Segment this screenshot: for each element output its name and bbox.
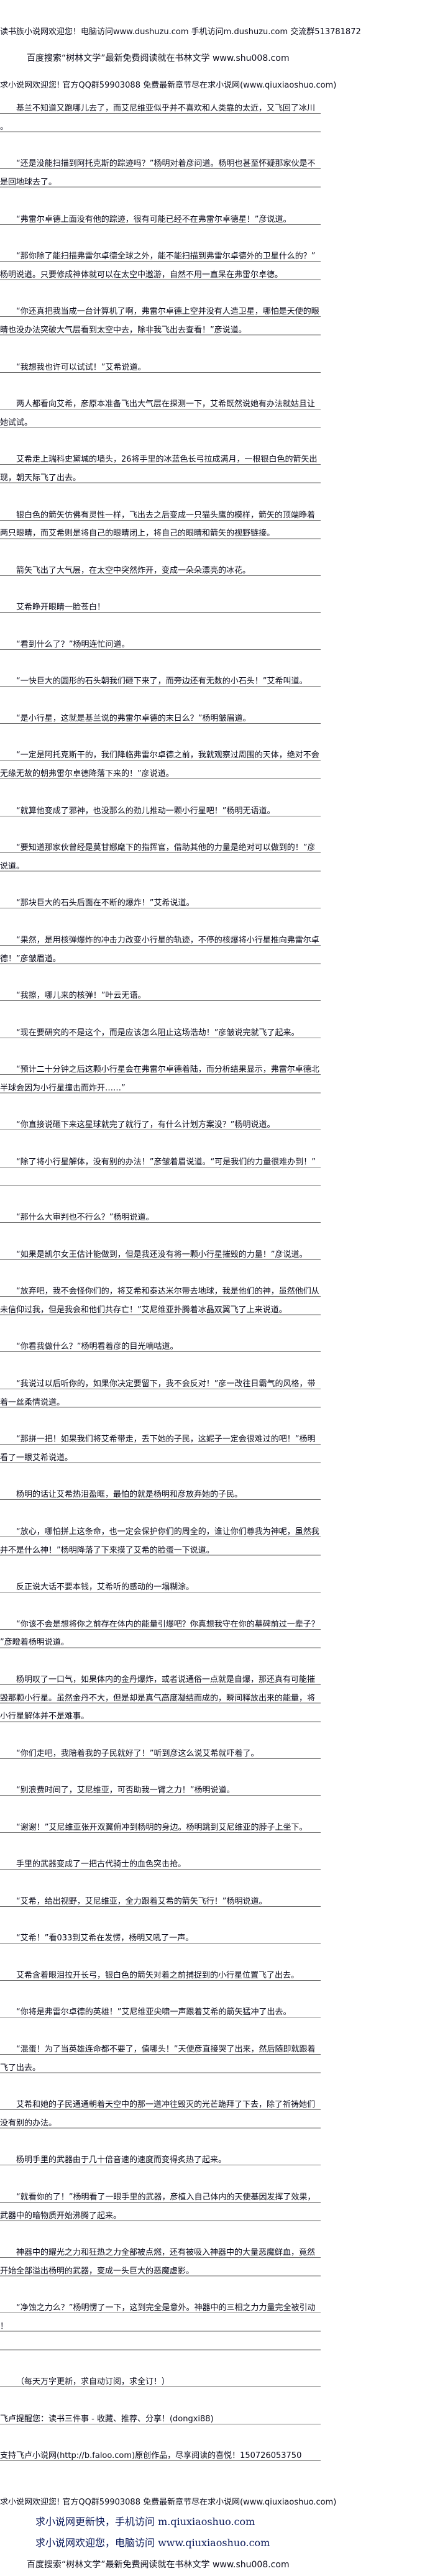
chapter-paragraph: 支持飞卢小说网(http://b.faloo.com)原创作品，尽享阅读的喜悦！…: [0, 2447, 321, 2465]
mobile-access-banner: 求小说网更新快，手机访问 m.qiuxiaoshuo.com: [35, 2516, 255, 2528]
chapter-paragraph: “如果是凯尔女王估计能做到，但是我还没有将一颗小行星摧毁的力量！”彦说道。: [0, 1245, 321, 1264]
chapter-paragraph: 艾希含着眼泪拉开长弓，银白色的箭矢对着之前捕捉到的小行星位置飞了出去。: [0, 1966, 321, 1985]
chapter-paragraph: 基兰不知道又跑哪儿去了，而艾尼维亚似乎并不喜欢和人类靠的太近，又飞回了冰川。: [0, 99, 321, 137]
chapter-paragraph: 两人都看向艾希，彦原本准备飞出大气层在探测一下，艾希既然说她有办法就姑且让她试试…: [0, 395, 321, 432]
chapter-paragraph: “那什么大审判也不行么？”杨明说道。: [0, 1208, 321, 1227]
chapter-paragraph: “果然，是用核弹爆炸的冲击力改变小行星的轨迹，不停的核爆将小行星推向弗雷尔卓德！…: [0, 931, 321, 969]
chapter-paragraph: “你们走吧，我陪着我的子民就好了！”听到彦这么说艾希就吓着了。: [0, 1744, 321, 1763]
chapter-paragraph: “预计二十分钟之后这颗小行星会在弗雷尔卓德着陆，而分析结果显示，弗雷尔卓德北半球…: [0, 1061, 321, 1098]
chapter-paragraph: “我擦，哪儿来的核弹！”叶云无语。: [0, 987, 321, 1005]
chapter-paragraph: 箭矢飞出了大气层，在太空中突然炸开，变成一朵朵漂亮的冰花。: [0, 561, 321, 580]
chapter-paragraph: “我想我也许可以试试！”艾希说道。: [0, 358, 321, 377]
chapter-paragraph: 杨明的话让艾希热泪盈眶，最怕的就是杨明和彦放弃她的子民。: [0, 1486, 321, 1504]
chapter-paragraph: “放心，哪怕拼上这条命，也一定会保护你们的周全的，谁让你们尊我为神呢，虽然我并不…: [0, 1522, 321, 1560]
chapter-paragraph: “你直接说砸下来这星球就完了就行了，有什么计划方案没？”杨明说道。: [0, 1116, 321, 1135]
search-promo-banner-footer: 百度搜索“树林文学”最新免费阅读就在书林文学 www.shu008.com: [27, 2560, 290, 2570]
site-header: 读书族小说网欢迎您！电脑访问www.dushuzu.com 手机访问m.dush…: [0, 19, 435, 99]
chapter-paragraph: “你还真把我当成一台计算机了啊，弗雷尔卓德上空并没有人造卫星，哪怕是天使的眼睛也…: [0, 303, 321, 340]
qq-group-banner-footer: 求小说网欢迎您! 官方QQ群59903088 免费最新章节尽在求小说网(www.…: [0, 2498, 337, 2507]
chapter-paragraph: “一定是阿托克斯干的，我们降临弗雷尔卓德之前，我就观察过周围的天体，绝对不会无缘…: [0, 746, 321, 783]
chapter-paragraph: 神器中的耀光之力和狂热之力全部被点燃，还有被吸入神器中的大量恶魔鲜血，竟然开始全…: [0, 2244, 321, 2281]
chapter-paragraph: “你将是弗雷尔卓德的英雄！”艾尼维亚尖啸一声跟着艾希的箭矢猛冲了出去。: [0, 2003, 321, 2022]
chapter-paragraph: “还是没能扫描到阿托克斯的踪迹吗？”杨明对着彦问道。杨明也甚至怀疑那家伙是不是回…: [0, 155, 321, 192]
chapter-paragraph: “一快巨大的圆形的石头朝我们砸下来了，而旁边还有无数的小石头！”艾希叫道。: [0, 672, 321, 691]
chapter-paragraph: “就看你的了！”杨明看了一眼手里的武器，彦植入自己体内的天使基因发挥了效果，武器…: [0, 2188, 321, 2226]
site-footer: 求小说网欢迎您! 官方QQ群59903088 免费最新章节尽在求小说网(www.…: [0, 2494, 435, 2576]
search-promo-banner: 百度搜索“树林文学”最新免费阅读就在书林文学 www.shu008.com: [27, 53, 290, 63]
chapter-paragraph: “我说过以后听你的，如果你决定要留下，我不会反对！”彦一改往日霸气的风格，带着一…: [0, 1374, 321, 1412]
desktop-access-banner: 求小说网欢迎您，电脑访问 www.qiuxiaoshuo.com: [35, 2537, 270, 2549]
chapter-paragraph: “那块巨大的石头后面在不断的爆炸！”艾希说道。: [0, 894, 321, 913]
chapter-paragraph: “放弃吧，我不会怪你们的，将艾希和泰达米尔带去地球，我是他们的神，虽然他们从未信…: [0, 1282, 321, 1320]
chapter-paragraph: “除了将小行星解体，没有别的办法！”彦皱着眉说道。“可是我们的力量很难办到！”: [0, 1153, 321, 1190]
chapter-paragraph: （每天万字更新，求自动订阅，求全订！）: [0, 2373, 321, 2391]
chapter-paragraph: 艾希睁开眼睛一脸苍白！: [0, 598, 321, 617]
chapter-paragraph: “要知道那家伙曾经是莫甘娜麾下的指挥官，借助其他的力量是绝对可以做到的！”彦说道…: [0, 839, 321, 876]
chapter-paragraph: “艾希！”看033到艾希在发愣，杨明又吼了一声。: [0, 1929, 321, 1948]
chapter-paragraph: 反正说大话不要本钱，艾希听的感动的一塌糊涂。: [0, 1578, 321, 1597]
chapter-paragraph: “是小行星，这就是基兰说的弗雷尔卓德的末日么？”杨明皱眉道。: [0, 709, 321, 728]
chapter-paragraph: 艾希走上瑞科史黛城的墙头，26将手里的冰蓝色长弓拉成满月，一根银白色的箭矢出现，…: [0, 450, 321, 488]
site-welcome-banner: 读书族小说网欢迎您！电脑访问www.dushuzu.com 手机访问m.dush…: [0, 27, 361, 37]
chapter-paragraph: 飞卢提醒您：读书三件事 - 收藏、推荐、分享！(dongxi88): [0, 2409, 321, 2429]
chapter-paragraph: “那拼一把！如果我们将艾希带走，丢下她的子民，这妮子一定会很难过的吧！”杨明看了…: [0, 1430, 321, 1468]
chapter-paragraph: 艾希和她的子民通通朝着天空中的那一道冲往毁灭的光芒跪拜了下去，除了祈祷她们没有别…: [0, 2096, 321, 2133]
chapter-paragraph: “看到什么了？”杨明连忙问道。: [0, 635, 321, 654]
chapter-paragraph: “就算他变成了邪神，也没那么的劲儿推动一颗小行星吧！”杨明无语道。: [0, 802, 321, 821]
chapter-paragraph: 银白色的箭矢仿佛有灵性一样，飞出去之后变成一只猫头鹰的模样，箭矢的顶端睁着两只眼…: [0, 506, 321, 543]
chapter-paragraph: “你看我做什么？”杨明看着彦的目光嘀咕道。: [0, 1338, 321, 1356]
chapter-paragraph: “现在要研究的不是这个，而是应该怎么阻止这场浩劫！”彦皱说完就飞了起来。: [0, 1023, 321, 1043]
chapter-content: 基兰不知道又跑哪儿去了，而艾尼维亚似乎并不喜欢和人类靠的太近，又飞回了冰川。 “还…: [0, 99, 321, 2484]
chapter-paragraph: “那你除了能扫描弗雷尔卓德全球之外，能不能扫描到弗雷尔卓德外的卫星什么的？”杨明…: [0, 247, 321, 285]
chapter-paragraph: 手里的武器变成了一把古代骑士的血色突击抢。: [0, 1855, 321, 1874]
chapter-paragraph: “弗雷尔卓德上面没有他的踪迹，很有可能已经不在弗雷尔卓德星！”彦说道。: [0, 210, 321, 229]
chapter-paragraph: “混蛋！为了当英雄连命都不要了，值哪头！”天使彦直接哭了出来，然后随即就跟着飞了…: [0, 2040, 321, 2078]
chapter-paragraph: “你该不会是想将你之前存在体内的能量引爆吧？你真想我守在你的墓碑前过一辈子？”彦…: [0, 1615, 321, 1652]
chapter-paragraph: “谢谢！”艾尼维亚张开双翼俯冲到杨明的身边。杨明跳到艾尼维亚的脖子上坐下。: [0, 1818, 321, 1837]
chapter-paragraph: “别浪费时间了，艾尼维亚，可否助我一臂之力！”杨明说道。: [0, 1781, 321, 1800]
chapter-paragraph: 杨明手里的武器由于几十倍音速的速度而变得炙热了起来。: [0, 2151, 321, 2170]
chapter-paragraph: “艾希，给出视野，艾尼维亚，全力跟着艾希的箭矢飞行！”杨明说道。: [0, 1892, 321, 1911]
qq-group-banner: 求小说网欢迎您! 官方QQ群59903088 免费最新章节尽在求小说网(www.…: [0, 81, 337, 90]
chapter-paragraph: “净蚀之力么？”杨明愣了一下，这到完全是意外。神器中的三相之力力量完全被引动！: [0, 2299, 321, 2355]
chapter-paragraph: 杨明叹了一口气，如果体内的金丹爆炸，或者说通俗一点就是自爆，那还真有可能摧毁那颗…: [0, 1670, 321, 1726]
